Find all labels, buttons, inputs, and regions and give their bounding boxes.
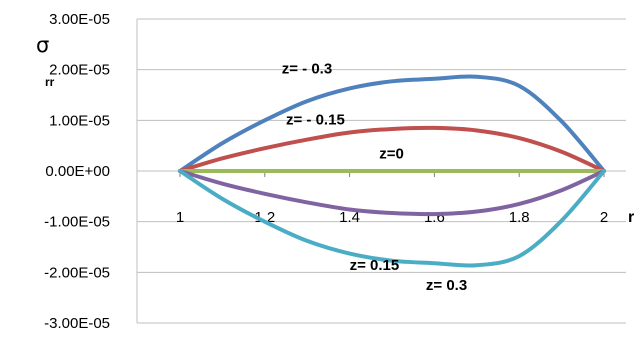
series-annotation: z= 0.15 <box>350 257 400 274</box>
y-axis: 3.00E-05 2.00E-05 1.00E-05 0.00E+00 -1.00E-0… <box>44 11 138 332</box>
x-tick-label: 1.2 <box>254 209 275 226</box>
x-tick-label: 1.8 <box>509 209 530 226</box>
y-tick-label: -2.00E-05 <box>44 264 110 281</box>
x-tick-label: 1.4 <box>339 209 360 226</box>
y-tick-label: 2.00E-05 <box>49 62 110 79</box>
x-tick-label: 2 <box>600 209 608 226</box>
y-tick-label: 3.00E-05 <box>49 11 110 28</box>
series-annotation: z=0 <box>379 145 404 162</box>
y-axis-label-subscript: rr <box>45 75 55 89</box>
series-line-2 <box>178 125 606 173</box>
annotations: z= - 0.3 z= - 0.15 z=0 z= 0.15 z= 0.3 <box>282 61 467 294</box>
series-line-1 <box>178 74 606 173</box>
series-annotation: z= - 0.15 <box>286 111 345 128</box>
x-axis-label: r <box>628 209 634 226</box>
y-tick-label: 1.00E-05 <box>49 112 110 129</box>
y-axis-label: σ <box>36 33 49 57</box>
series-lines <box>178 74 606 268</box>
x-tick-label: 1.6 <box>424 209 445 226</box>
series-annotation: z= 0.3 <box>426 277 467 294</box>
y-tick-label: -3.00E-05 <box>44 315 110 332</box>
series-line-4 <box>178 169 606 217</box>
x-tick-label: 1 <box>176 209 184 226</box>
y-tick-label: -1.00E-05 <box>44 214 110 231</box>
series-annotation: z= - 0.3 <box>282 61 332 78</box>
series-line-5 <box>178 169 606 268</box>
y-tick-label: 0.00E+00 <box>45 163 110 180</box>
